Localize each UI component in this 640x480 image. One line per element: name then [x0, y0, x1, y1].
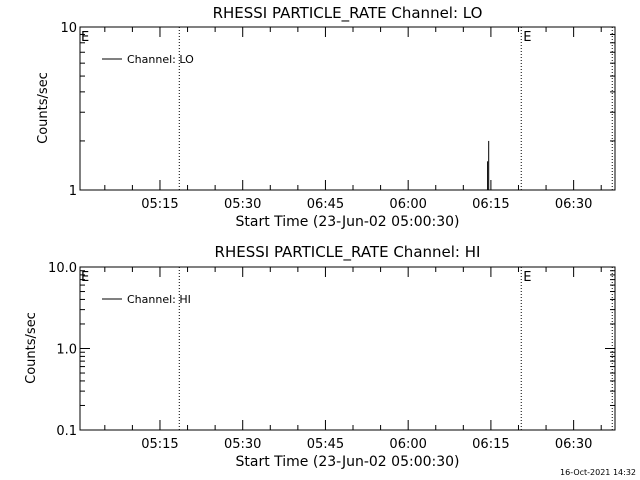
- chart-panel-2: RHESSI PARTICLE_RATE Channel: HI E E 05:15 0…: [24, 243, 616, 470]
- chart-title: RHESSI PARTICLE_RATE Channel: LO: [213, 4, 483, 23]
- y-tick-label: 10.0: [48, 261, 77, 276]
- y-tick-label: 1: [69, 184, 77, 199]
- x-tick-label: 05:30: [224, 437, 261, 452]
- event-marker-label: E: [523, 30, 531, 45]
- x-axis-label: Start Time (23-Jun-02 05:00:30): [236, 454, 460, 470]
- legend-label: Channel: LO: [127, 53, 194, 66]
- y-tick-label: 10: [60, 21, 77, 36]
- y-tick-label: 0.1: [56, 424, 77, 439]
- timestamp: 16-Oct-2021 14:32: [560, 468, 636, 477]
- x-tick-label: 06:15: [472, 197, 509, 212]
- x-tick-label: 05:45: [307, 437, 344, 452]
- x-tick-label: 05:15: [141, 437, 178, 452]
- x-tick-label: 05:30: [224, 197, 261, 212]
- y-axis-label: Counts/sec: [36, 72, 51, 144]
- chart-panel-1: RHESSI PARTICLE_RATE Channel: LO E E 05:15 0…: [36, 4, 616, 230]
- plot-frame: [79, 266, 616, 431]
- x-tick-label: 06:15: [472, 437, 509, 452]
- x-tick-label: 06:30: [555, 437, 592, 452]
- x-tick-label: 05:15: [141, 197, 178, 212]
- y-axis-label: Counts/sec: [24, 312, 39, 384]
- plot-frame: [79, 26, 616, 191]
- legend-label: Channel: HI: [127, 293, 191, 306]
- x-axis-label: Start Time (23-Jun-02 05:00:30): [236, 214, 460, 230]
- x-tick-label: 06:30: [555, 197, 592, 212]
- x-tick-label: 06:00: [389, 437, 426, 452]
- x-tick-label: 06:45: [307, 197, 344, 212]
- y-tick-label: 1.0: [56, 343, 77, 358]
- left-marker-label: E: [81, 270, 89, 285]
- x-tick-label: 06:00: [389, 197, 426, 212]
- left-marker-label: E: [81, 30, 89, 45]
- event-marker-label: E: [523, 270, 531, 285]
- chart-title: RHESSI PARTICLE_RATE Channel: HI: [215, 243, 481, 262]
